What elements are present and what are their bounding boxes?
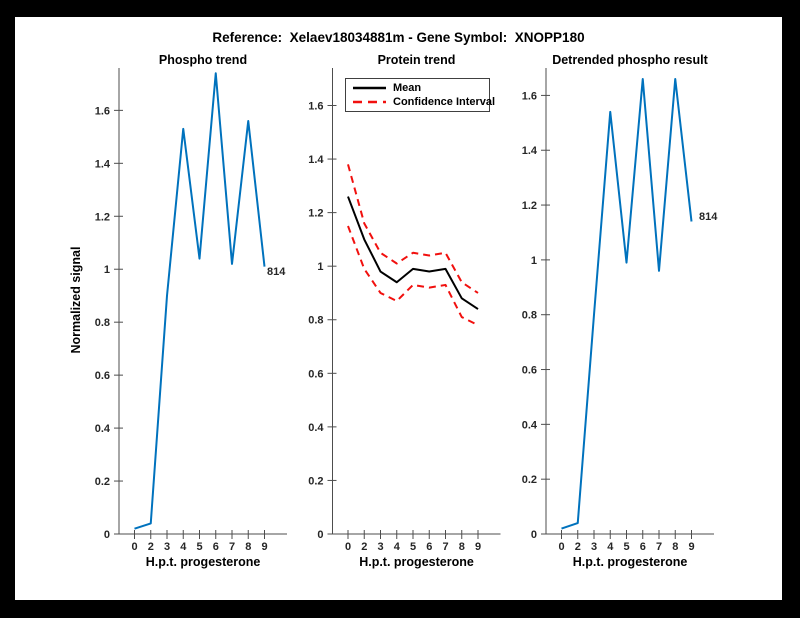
- x-tick-label: 7: [656, 541, 662, 553]
- y-axis-label: Normalized signal: [69, 246, 83, 354]
- y-tick-label: 0: [531, 529, 537, 541]
- x-tick-label: 6: [426, 541, 432, 553]
- y-tick-label: 0.4: [522, 419, 538, 431]
- legend-label-mean: Mean: [393, 82, 422, 94]
- legend-mean-line-sample: [353, 86, 386, 90]
- series-end-annotation-detrended: 814: [699, 211, 718, 223]
- y-tick-label: 1.6: [522, 90, 537, 102]
- x-tick-label: 9: [688, 541, 694, 553]
- x-tick-label: 8: [672, 541, 678, 553]
- y-tick-label: 0.2: [522, 474, 537, 486]
- y-tick-label: 0.2: [308, 475, 323, 487]
- y-tick-label: 0: [104, 529, 110, 541]
- y-tick-label: 1.4: [522, 145, 538, 157]
- plots-svg: 00.20.40.60.811.21.41.60 2 3 4 5 6 7 8 900.20.40…: [95, 68, 714, 553]
- y-tick-label: 0.4: [308, 422, 324, 434]
- series-line-detrended-phospho: [561, 77, 693, 530]
- subplot-title-detrended: Detrended phospho result: [552, 53, 708, 67]
- figure-title: Reference: Xelaev18034881m - Gene Symbol…: [212, 30, 585, 45]
- y-tick-label: 1: [317, 261, 323, 273]
- x-axis-label-protein: H.p.t. progesterone: [359, 555, 474, 569]
- x-tick-label: 5: [623, 541, 629, 553]
- x-tick-label: 3: [164, 541, 170, 553]
- x-tick-label: 9: [261, 541, 267, 553]
- y-tick-label: 0.2: [95, 476, 110, 488]
- subplot-0: 00.20.40.60.811.21.41.60 2 3 4 5 6 7 8 9: [95, 68, 287, 553]
- y-tick-label: 1.2: [308, 208, 323, 220]
- x-tick-label: 4: [180, 541, 187, 553]
- x-tick-label: 8: [459, 541, 465, 553]
- subplot-title-protein: Protein trend: [377, 53, 456, 67]
- x-tick-label: 4: [394, 541, 401, 553]
- y-tick-label: 0.6: [308, 368, 323, 380]
- y-tick-label: 0.8: [522, 310, 537, 322]
- legend-label-confidence-interval: Confidence Interval: [393, 96, 496, 108]
- figure-canvas: Reference: Xelaev18034881m - Gene Symbol…: [15, 17, 782, 600]
- y-tick-label: 1.2: [95, 211, 110, 223]
- x-tick-label: 0: [558, 541, 564, 553]
- x-tick-label: 3: [377, 541, 383, 553]
- y-tick-label: 1.6: [95, 105, 110, 117]
- x-tick-label: 2: [361, 541, 367, 553]
- y-tick-label: 1: [531, 255, 537, 267]
- x-tick-label: 5: [410, 541, 416, 553]
- y-tick-label: 1.4: [308, 154, 324, 166]
- x-tick-label: 6: [640, 541, 646, 553]
- series-line-mean: [347, 196, 479, 310]
- legend-box: Mean Confidence Interval: [345, 78, 495, 112]
- x-tick-label: 4: [607, 541, 614, 553]
- subplot-2: 00.20.40.60.811.21.41.60 2 3 4 5 6 7 8 9: [522, 68, 714, 553]
- y-tick-label: 1.4: [95, 158, 111, 170]
- x-tick-label: 0: [345, 541, 351, 553]
- y-tick-label: 0.8: [95, 317, 110, 329]
- x-tick-label: 5: [196, 541, 202, 553]
- subplot-1: 00.20.40.60.811.21.41.60 2 3 4 5 6 7 8 9: [308, 68, 501, 553]
- x-axis-label-phospho: H.p.t. progesterone: [145, 555, 261, 569]
- series-end-annotation-phospho: 814: [267, 266, 286, 278]
- x-tick-label: 3: [591, 541, 597, 553]
- x-tick-label: 8: [245, 541, 251, 553]
- y-tick-label: 0.6: [522, 365, 537, 377]
- y-tick-label: 0.8: [308, 315, 323, 327]
- y-tick-label: 1.2: [522, 200, 537, 212]
- x-axis-label-detrended: H.p.t. progesterone: [572, 555, 688, 569]
- series-line-confidence-upper: [347, 164, 479, 294]
- x-tick-label: 2: [148, 541, 154, 553]
- x-tick-label: 7: [442, 541, 448, 553]
- y-tick-label: 1.6: [308, 100, 323, 112]
- series-line-phospho-signal: [134, 72, 266, 530]
- legend-item-mean: Mean: [346, 81, 489, 95]
- subplot-title-phospho: Phospho trend: [158, 53, 248, 67]
- y-tick-label: 1: [104, 264, 110, 276]
- y-tick-label: 0.6: [95, 370, 110, 382]
- legend-ci-line-sample: [353, 100, 386, 104]
- x-tick-label: 7: [229, 541, 235, 553]
- x-tick-label: 6: [213, 541, 219, 553]
- y-tick-label: 0.4: [95, 423, 111, 435]
- legend-item-confidence-interval: Confidence Interval: [346, 95, 495, 109]
- series-line-confidence-lower: [347, 225, 479, 326]
- y-tick-label: 0: [317, 529, 323, 541]
- x-tick-label: 2: [575, 541, 581, 553]
- x-tick-label: 0: [131, 541, 137, 553]
- x-tick-label: 9: [475, 541, 481, 553]
